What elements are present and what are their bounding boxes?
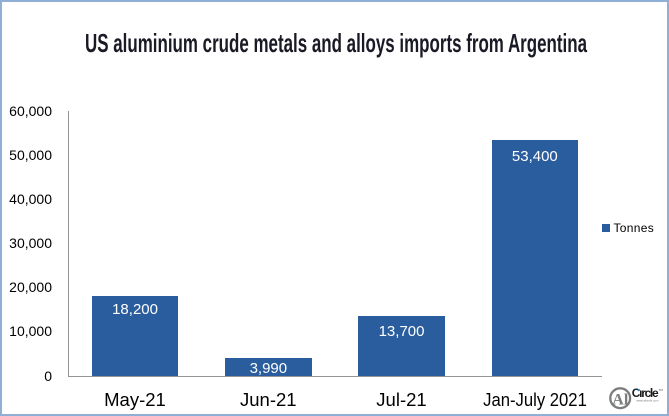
svg-text:Al: Al (612, 392, 629, 409)
svg-text:www.alcircle.com: www.alcircle.com (636, 398, 659, 402)
svg-text:TM: TM (659, 388, 664, 392)
